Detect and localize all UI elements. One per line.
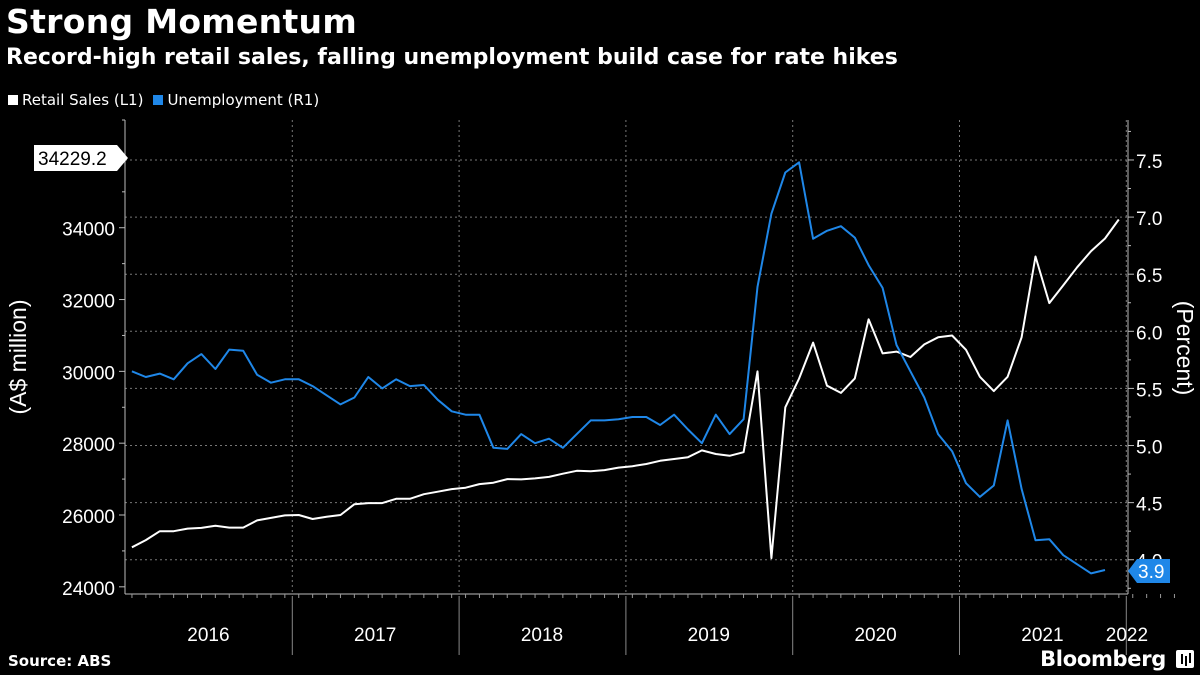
year-label-2022: 2022 (1106, 625, 1148, 646)
left-tick-label: 30000 (62, 363, 115, 384)
year-label-2020: 2020 (854, 625, 896, 646)
right-tick-label: 4.5 (1136, 495, 1162, 516)
left-axis-title: (A$ million) (5, 299, 31, 414)
series-line-unemployment (131, 161, 1106, 575)
left-tick-label: 32000 (62, 292, 115, 313)
right-tick-label: 6.0 (1136, 323, 1162, 344)
legend-swatch-unemployment (153, 95, 164, 105)
series-lines (131, 161, 1120, 575)
left-tick-label: 26000 (62, 507, 115, 528)
legend-item-retail-sales: Retail Sales (L1) (8, 91, 143, 109)
year-label-2017: 2017 (354, 625, 396, 646)
left-tick-label: 28000 (62, 435, 115, 456)
right-tick-label: 7.0 (1136, 209, 1162, 230)
right-axis-title: (Percent) (1172, 301, 1198, 396)
legend-swatch-retail-sales (8, 95, 18, 105)
source-note: Source: ABS (8, 652, 112, 670)
year-label-2016: 2016 (187, 625, 229, 646)
bloomberg-terminal-icon (1176, 650, 1194, 668)
right-tick-label: 6.5 (1136, 266, 1162, 287)
right-tick-label: 7.5 (1136, 152, 1162, 173)
gridlines (125, 120, 1128, 594)
retail-sales-last-value: 34229.2 (38, 149, 107, 170)
chart-subtitle: Record-high retail sales, falling unempl… (6, 45, 898, 70)
bloomberg-logo: Bloomberg (1040, 647, 1166, 671)
right-tick-label: 5.5 (1136, 380, 1162, 401)
chart-title: Strong Momentum (6, 2, 358, 41)
unemployment-last-value-box (1128, 559, 1170, 584)
legend: Retail Sales (L1) Unemployment (R1) (8, 91, 319, 109)
right-tick-label: 5.0 (1136, 438, 1162, 459)
year-label-2018: 2018 (521, 625, 563, 646)
legend-label-unemployment: Unemployment (R1) (167, 91, 320, 109)
left-tick-label: 24000 (62, 579, 115, 600)
legend-item-unemployment: Unemployment (R1) (153, 91, 319, 109)
axis-labels: 2400026000280003000032000340004.04.55.05… (5, 145, 1198, 646)
left-tick-label: 34000 (62, 220, 115, 241)
retail-sales-last-value-box (34, 145, 128, 171)
unemployment-last-value: 3.9 (1138, 562, 1164, 583)
legend-label-retail-sales: Retail Sales (L1) (22, 91, 144, 109)
year-label-2019: 2019 (688, 625, 730, 646)
year-label-2021: 2021 (1021, 625, 1063, 646)
axes (119, 119, 1175, 655)
series-line-retail-sales (131, 218, 1120, 560)
